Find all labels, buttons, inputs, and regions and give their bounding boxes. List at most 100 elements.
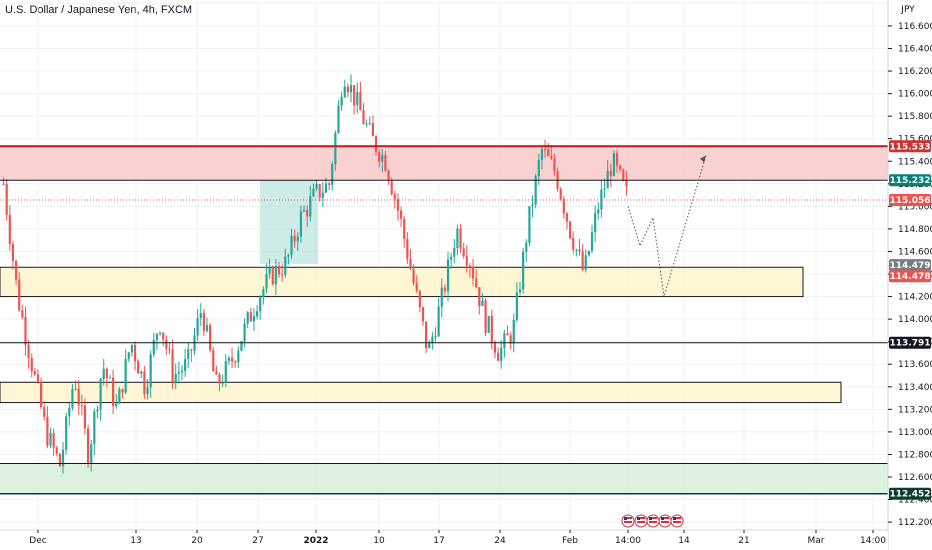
price-badge[interactable]: 114.478 xyxy=(889,270,931,283)
flag-stripe xyxy=(624,517,632,519)
candle-body xyxy=(503,333,506,348)
candle-body xyxy=(8,215,11,245)
candle-body xyxy=(86,428,90,464)
y-tick-label: 112.800 xyxy=(898,450,932,460)
candle-body xyxy=(553,158,556,172)
y-tick-label: 113.600 xyxy=(898,360,932,370)
candle-body xyxy=(612,153,616,177)
candle-body xyxy=(46,416,49,446)
price-badge[interactable]: 115.533 xyxy=(889,140,931,153)
candle-body xyxy=(396,199,400,211)
candle-body xyxy=(202,313,205,331)
flag-stripe xyxy=(637,521,645,523)
candle-body xyxy=(353,85,356,106)
candle-body xyxy=(143,371,146,395)
candle-body xyxy=(315,184,318,189)
flag-stripe xyxy=(637,517,645,519)
candle-body xyxy=(124,358,127,393)
candle-body xyxy=(262,288,265,298)
price-badge-label: 115.533 xyxy=(890,142,931,152)
candle-body xyxy=(425,321,428,349)
candle-body xyxy=(127,352,130,359)
candle-body xyxy=(165,339,168,349)
candle-body xyxy=(187,349,190,360)
candle-body xyxy=(24,317,27,345)
candle-body xyxy=(349,85,353,93)
candle-body xyxy=(209,325,212,351)
projection-arrowhead xyxy=(700,155,706,163)
candle-body xyxy=(68,407,71,417)
x-tick-label: 24 xyxy=(494,536,506,546)
candle-body xyxy=(522,251,525,290)
candle-body xyxy=(274,265,277,285)
candle-body xyxy=(475,278,478,288)
candle-body xyxy=(446,259,450,292)
candle-body xyxy=(365,123,368,125)
x-tick-label: Dec xyxy=(29,536,46,546)
candle-body xyxy=(465,256,468,266)
candle-body xyxy=(346,86,349,93)
candle-body xyxy=(74,388,77,390)
y-tick-label: 112.200 xyxy=(898,518,932,528)
time-axis[interactable]: Dec 13 20 27 2022 10 17 24 Feb 14:00 14 21 Mar 14:00 xyxy=(0,529,888,550)
resistance-zone xyxy=(0,146,888,181)
candle-body xyxy=(403,218,406,239)
price-badge-bg xyxy=(889,194,931,207)
candle-body xyxy=(384,154,387,171)
candle-body xyxy=(184,359,187,371)
price-badge[interactable]: 114.479 xyxy=(889,259,931,272)
candle-body xyxy=(547,149,550,157)
candle-body xyxy=(177,372,180,374)
candle-body xyxy=(393,194,396,200)
candle-body xyxy=(299,211,303,237)
candle-body xyxy=(437,306,440,337)
y-tick-label: 116.400 xyxy=(898,44,932,54)
candle-body xyxy=(597,209,600,214)
y-tick-label: 113.400 xyxy=(898,383,932,393)
y-tick-label: 116.200 xyxy=(898,67,932,77)
price-badge[interactable]: 113.791 xyxy=(889,336,931,349)
candle-body xyxy=(312,188,315,197)
candle-body xyxy=(412,268,415,284)
x-tick-label: 14 xyxy=(678,536,690,546)
lines-layer xyxy=(0,145,888,495)
x-tick-label: 21 xyxy=(738,536,749,546)
price-axis[interactable]: JPY 112.200 112.400 112.600 112.800 113.000 11… xyxy=(887,0,932,550)
candle-body xyxy=(224,360,227,383)
us-flag-icon xyxy=(670,514,684,528)
candle-body xyxy=(230,357,234,362)
candle-body xyxy=(428,343,431,349)
candle-body xyxy=(550,156,553,159)
price-badge[interactable]: 112.452 xyxy=(889,487,931,500)
flag-stripe xyxy=(649,521,657,523)
candle-body xyxy=(105,368,108,379)
candle-body xyxy=(324,183,328,193)
x-tick-label: Feb xyxy=(562,536,578,546)
y-tick-label: 115.000 xyxy=(898,202,932,212)
price-badge[interactable]: 115.232 xyxy=(889,174,931,187)
candle-body xyxy=(137,361,140,374)
flag-canton xyxy=(673,517,676,520)
flag-stripe xyxy=(649,517,657,519)
candle-body xyxy=(168,348,171,350)
candle-body xyxy=(343,86,346,98)
candle-body xyxy=(133,344,137,362)
flag-stripe xyxy=(661,517,669,519)
candle-body xyxy=(506,333,509,336)
candle-body xyxy=(36,374,40,382)
candle-body xyxy=(227,357,231,361)
flag-stripe xyxy=(661,521,669,523)
candle-body xyxy=(14,260,18,280)
candle-body xyxy=(487,315,490,333)
price-badge[interactable]: 115.056 xyxy=(889,194,931,207)
candle-body xyxy=(518,289,522,293)
candle-body xyxy=(374,136,378,153)
candle-body xyxy=(27,344,30,359)
candle-body xyxy=(306,209,309,217)
y-tick-label: 115.400 xyxy=(898,157,932,167)
candle-body xyxy=(146,387,149,395)
candle-body xyxy=(575,249,578,251)
candle-body xyxy=(40,381,43,408)
y-tick-label: 114.800 xyxy=(898,225,932,235)
